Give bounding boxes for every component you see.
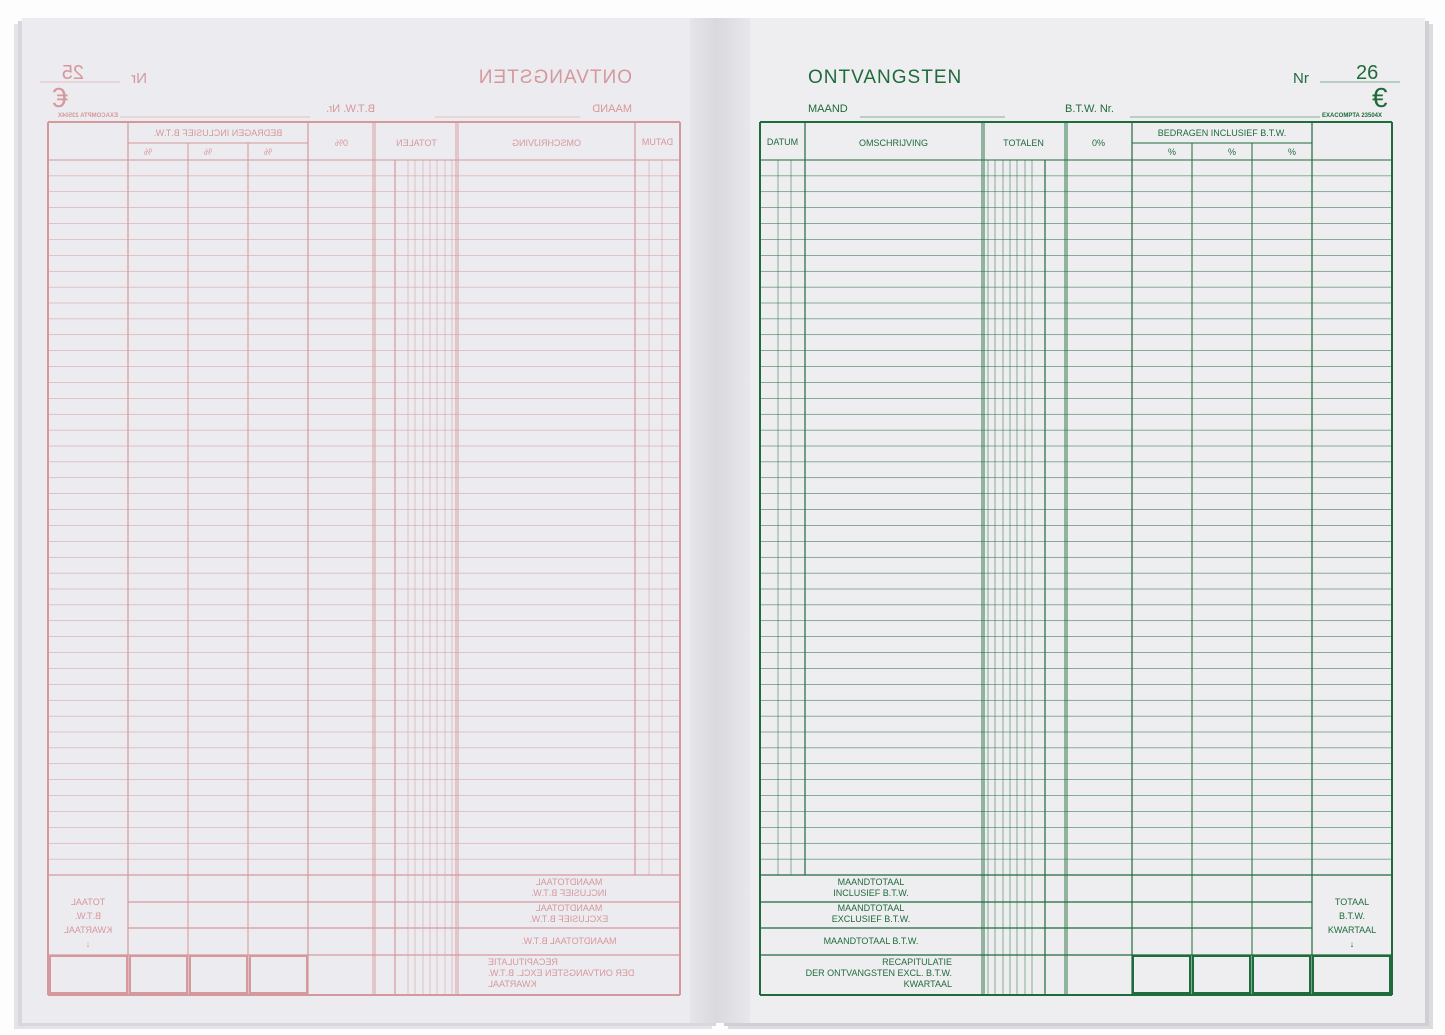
footer-quarter-vat-total: TOTAAL B.T.W. KWARTAAL ↓ [1327,897,1377,949]
footer-month-total-vat: MAANDTOTAAL B.T.W. [521,936,617,946]
left-page-show-through [22,18,720,1023]
col-zero-percent: 0% [1091,138,1105,148]
quarter-total-box [49,955,128,994]
footer-quarter-vat-total: TOTAAL B.T.W. KWARTAAL ↓ [63,897,113,949]
col-omschrijving: OMSCHRIJVING [858,138,928,148]
col-pct-2: % [1227,147,1236,157]
form-title: ONTVANGSTEN [477,67,632,88]
quarter-total-box [1132,955,1191,994]
footer-month-total-incl: MAANDTOTAAL INCLUSIEF B.T.W. [833,877,909,898]
col-pct-2: % [204,147,213,157]
vat-number-label: B.T.W. Nr. [326,103,375,115]
number-label: Nr [1293,70,1309,87]
col-datum: DATUM [766,137,799,147]
product-reference: EXACOMPTA 23504X [57,113,118,119]
col-datum: DATUM [641,137,674,147]
col-totalen: TOTALEN [396,138,437,148]
form-title: ONTVANGSTEN [808,67,963,88]
euro-icon: € [52,82,68,113]
number-label: Nr [131,70,147,87]
col-pct-3: % [1287,147,1296,157]
col-pct-1: % [1167,147,1176,157]
receipts-ledger-form: ONTVANGSTEN Nr 26 € MAAND B.T.W. Nr. EXA… [720,0,1445,1035]
quarter-total-box [249,955,308,994]
col-pct-3: % [144,147,153,157]
page-number: 26 [1356,62,1379,84]
footer-month-total-excl: MAANDTOTAAL EXCLUSIEF B.T.W. [529,903,609,924]
right-page [720,18,1425,1023]
ledger-grid [759,81,1400,996]
month-label: MAAND [592,103,632,115]
footer-month-total-vat: MAANDTOTAAL B.T.W. [823,936,919,946]
ledger-grid [40,81,681,996]
month-label: MAAND [808,103,848,115]
quarter-total-box [1192,955,1251,994]
col-zero-percent: 0% [335,138,349,148]
footer-quarter-recap: RECAPITULATIE DER ONTVANGSTEN EXCL. B.T.… [805,957,952,989]
quarter-total-box [1312,955,1391,994]
quarter-total-box [129,955,188,994]
footer-month-total-excl: MAANDTOTAAL EXCLUSIEF B.T.W. [831,903,911,924]
footer-month-total-incl: MAANDTOTAAL INCLUSIEF B.T.W. [531,877,607,898]
book-gutter [690,18,750,1023]
footer-quarter-recap: RECAPITULATIE DER ONTVANGSTEN EXCL. B.T.… [488,957,635,989]
euro-icon: € [1372,82,1388,113]
vat-number-label: B.T.W. Nr. [1065,103,1114,115]
col-bedragen: BEDRAGEN INCLUSIEF B.T.W. [153,128,283,138]
col-bedragen: BEDRAGEN INCLUSIEF B.T.W. [1157,128,1287,138]
col-pct-1: % [264,147,273,157]
previous-page-show-through: ONTVANGSTEN Nr 25 € MAAND B.T.W. Nr. EXA… [0,0,720,1035]
col-omschrijving: OMSCHRIJVING [512,138,582,148]
product-reference: EXACOMPTA 23504X [1322,113,1383,119]
quarter-total-box [189,955,248,994]
quarter-total-box [1252,955,1311,994]
col-totalen: TOTALEN [1003,138,1044,148]
